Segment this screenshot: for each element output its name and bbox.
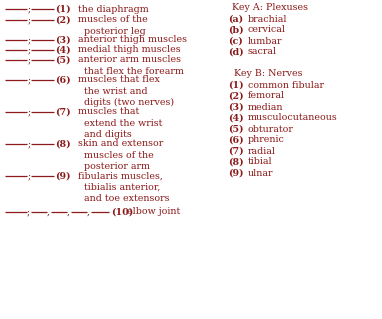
- Text: skin and extensor: skin and extensor: [78, 139, 163, 149]
- Text: (2): (2): [55, 16, 71, 25]
- Text: (5): (5): [228, 124, 243, 133]
- Text: (2): (2): [228, 92, 244, 100]
- Text: (1): (1): [228, 80, 244, 90]
- Text: and toe extensors: and toe extensors: [84, 194, 170, 203]
- Text: (1): (1): [55, 4, 71, 13]
- Text: tibial: tibial: [248, 158, 273, 167]
- Text: ;: ;: [28, 35, 31, 44]
- Text: muscles of the: muscles of the: [84, 151, 154, 160]
- Text: (c): (c): [228, 36, 243, 46]
- Text: ;: ;: [28, 46, 31, 55]
- Text: Key A: Plexuses: Key A: Plexuses: [232, 4, 308, 12]
- Text: ,: ,: [47, 207, 50, 217]
- Text: posterior leg: posterior leg: [84, 27, 146, 36]
- Text: posterior arm: posterior arm: [84, 162, 150, 171]
- Text: musculocutaneous: musculocutaneous: [248, 114, 338, 122]
- Text: ;: ;: [28, 56, 31, 64]
- Text: phrenic: phrenic: [248, 136, 285, 145]
- Text: ,: ,: [86, 207, 89, 217]
- Text: (7): (7): [55, 108, 71, 116]
- Text: elbow joint: elbow joint: [127, 207, 180, 217]
- Text: ;: ;: [28, 172, 31, 181]
- Text: (d): (d): [228, 48, 244, 56]
- Text: (6): (6): [228, 136, 244, 145]
- Text: ;: ;: [28, 108, 31, 116]
- Text: the wrist and: the wrist and: [84, 87, 147, 96]
- Text: (b): (b): [228, 26, 244, 34]
- Text: anterior arm muscles: anterior arm muscles: [78, 56, 181, 64]
- Text: ;: ;: [28, 4, 31, 13]
- Text: radial: radial: [248, 146, 276, 155]
- Text: that flex the forearm: that flex the forearm: [84, 67, 184, 76]
- Text: cervical: cervical: [248, 26, 286, 34]
- Text: common fibular: common fibular: [248, 80, 324, 90]
- Text: ;: ;: [28, 139, 31, 149]
- Text: Key B: Nerves: Key B: Nerves: [234, 70, 303, 78]
- Text: extend the wrist: extend the wrist: [84, 119, 162, 128]
- Text: (3): (3): [228, 102, 244, 112]
- Text: ulnar: ulnar: [248, 168, 274, 177]
- Text: sacral: sacral: [248, 48, 277, 56]
- Text: digits (two nerves): digits (two nerves): [84, 98, 174, 107]
- Text: fibularis muscles,: fibularis muscles,: [78, 172, 163, 181]
- Text: ;: ;: [28, 76, 31, 85]
- Text: (10): (10): [111, 207, 133, 217]
- Text: ,: ,: [66, 207, 70, 217]
- Text: femoral: femoral: [248, 92, 285, 100]
- Text: (4): (4): [228, 114, 244, 122]
- Text: (7): (7): [228, 146, 244, 155]
- Text: ;: ;: [26, 207, 29, 217]
- Text: obturator: obturator: [248, 124, 294, 133]
- Text: (5): (5): [55, 56, 71, 64]
- Text: muscles of the: muscles of the: [78, 16, 148, 25]
- Text: (8): (8): [228, 158, 244, 167]
- Text: lumbar: lumbar: [248, 36, 283, 46]
- Text: and digits: and digits: [84, 130, 132, 139]
- Text: (3): (3): [55, 35, 71, 44]
- Text: medial thigh muscles: medial thigh muscles: [78, 46, 181, 55]
- Text: brachial: brachial: [248, 14, 288, 24]
- Text: muscles that: muscles that: [78, 108, 139, 116]
- Text: muscles that flex: muscles that flex: [78, 76, 160, 85]
- Text: (9): (9): [55, 172, 71, 181]
- Text: (6): (6): [55, 76, 71, 85]
- Text: ;: ;: [28, 16, 31, 25]
- Text: (4): (4): [55, 46, 71, 55]
- Text: (a): (a): [228, 14, 243, 24]
- Text: anterior thigh muscles: anterior thigh muscles: [78, 35, 187, 44]
- Text: (9): (9): [228, 168, 243, 177]
- Text: tibialis anterior,: tibialis anterior,: [84, 183, 160, 192]
- Text: the diaphragm: the diaphragm: [78, 4, 149, 13]
- Text: median: median: [248, 102, 283, 112]
- Text: (8): (8): [55, 139, 71, 149]
